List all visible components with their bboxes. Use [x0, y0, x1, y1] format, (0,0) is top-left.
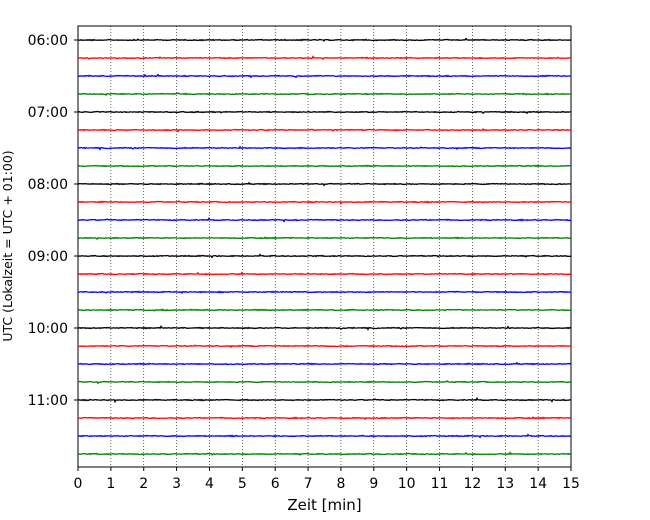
trace-row — [77, 216, 572, 223]
x-tick-label: 3 — [172, 476, 181, 492]
x-tick-label: 15 — [562, 476, 580, 492]
y-tick-label: 11:00 — [28, 393, 68, 409]
trace-row — [77, 55, 572, 61]
trace-row — [77, 92, 572, 96]
trace-row — [77, 433, 572, 439]
x-tick-label: 14 — [529, 476, 547, 492]
x-tick-label: 0 — [74, 476, 83, 492]
x-tick-label: 9 — [369, 476, 378, 492]
trace-row — [77, 253, 572, 259]
y-tick-label: 09:00 — [28, 249, 68, 265]
x-tick-label: 8 — [336, 476, 345, 492]
trace-row — [77, 181, 572, 187]
trace-row — [77, 37, 572, 42]
trace-row — [77, 308, 572, 312]
y-tick-label: 08:00 — [28, 177, 68, 193]
trace-row — [77, 290, 572, 294]
trace-row — [77, 200, 572, 206]
trace-row — [77, 164, 572, 168]
x-tick-label: 11 — [431, 476, 449, 492]
y-tick-label: 06:00 — [28, 33, 68, 49]
trace-row — [77, 344, 572, 349]
x-tick-label: 6 — [271, 476, 280, 492]
trace-row — [77, 325, 572, 331]
plot-frame — [77, 25, 572, 468]
x-tick-label: 5 — [238, 476, 247, 492]
trace-row — [77, 271, 572, 276]
trace-row — [77, 73, 572, 79]
y-axis-title: UTC (Lokalzeit = UTC + 01:00) — [0, 150, 15, 341]
trace-row — [77, 236, 572, 240]
trace-row — [77, 361, 572, 366]
trace-row — [77, 127, 572, 133]
y-axis-ticks: 06:00 07:00 08:00 09:00 10:00 11:00 — [28, 33, 78, 409]
x-tick-label: 4 — [205, 476, 214, 492]
x-axis-title: Zeit [min] — [287, 496, 361, 514]
x-tick-label: 2 — [139, 476, 148, 492]
trace-row — [77, 145, 572, 151]
trace-row — [77, 396, 572, 404]
x-tick-label: 13 — [496, 476, 514, 492]
y-tick-label: 07:00 — [28, 105, 68, 121]
x-axis-ticks: 0 1 2 3 4 5 6 7 8 9 10 11 12 13 14 15 — [74, 467, 580, 492]
x-tick-label: 12 — [463, 476, 481, 492]
y-tick-label: 10:00 — [28, 321, 68, 337]
x-tick-label: 1 — [106, 476, 115, 492]
trace-row — [77, 380, 572, 385]
trace-row — [77, 451, 572, 456]
x-tick-label: 10 — [398, 476, 416, 492]
trace-row — [77, 416, 572, 420]
traces — [77, 37, 572, 456]
x-tick-label: 7 — [304, 476, 313, 492]
trace-row — [77, 110, 572, 115]
